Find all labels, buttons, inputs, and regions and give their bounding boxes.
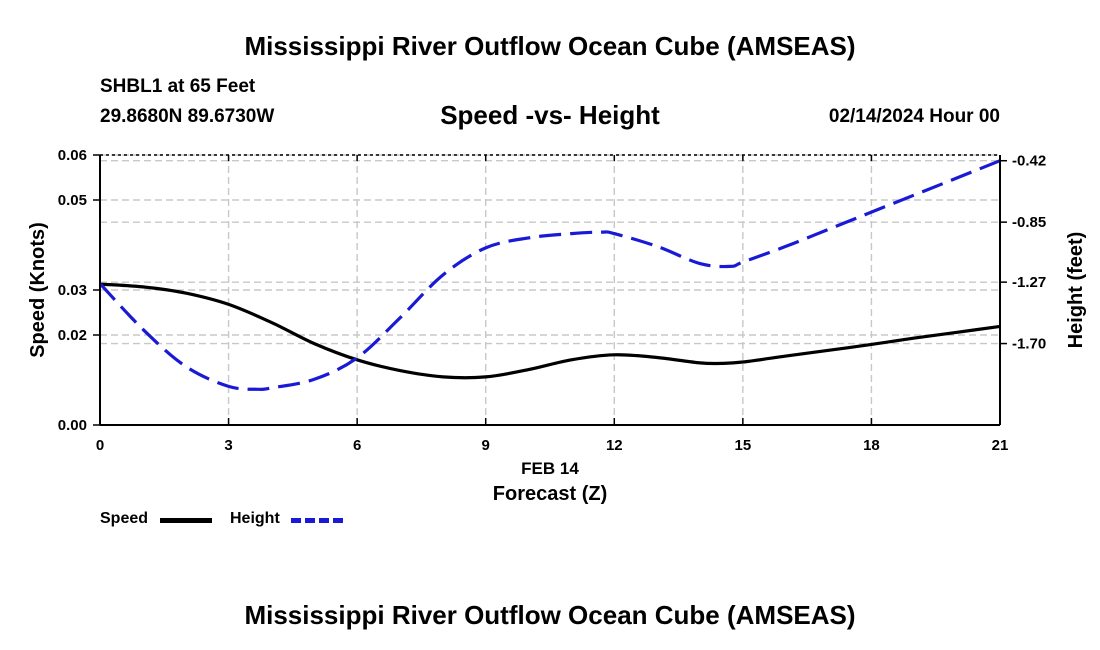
- grid-layer: [100, 154, 1000, 425]
- station-label: SHBL1 at 65 Feet: [100, 76, 256, 97]
- footer-title: Mississippi River Outflow Ocean Cube (AM…: [244, 600, 856, 630]
- y-right-tick-label: -0.85: [1012, 214, 1046, 231]
- y-left-tick-label: 0.00: [58, 417, 87, 434]
- y-left-tick-label: 0.02: [58, 327, 87, 344]
- main-title: Mississippi River Outflow Ocean Cube (AM…: [244, 31, 856, 61]
- y-left-axis-title: Speed (Knots): [27, 222, 49, 358]
- speed-series-line: [99, 282, 1001, 380]
- x-tick-label: 21: [992, 437, 1009, 454]
- x-tick-label: 12: [606, 437, 623, 454]
- y-right-tick-label: -0.42: [1012, 153, 1046, 170]
- coordinates-label: 29.8680N 89.6730W: [100, 106, 275, 127]
- y-left-tick-label: 0.06: [58, 147, 87, 164]
- x-tick-label: 3: [224, 437, 232, 454]
- legend-height-swatch: [291, 518, 343, 523]
- series-layer: [98, 159, 1001, 391]
- legend-speed-label: Speed: [100, 510, 149, 527]
- height-series-line: [98, 159, 1001, 391]
- x-tick-label: 9: [482, 437, 490, 454]
- y-right-tick-label: -1.70: [1012, 336, 1046, 353]
- label-layer: 0 3 6 9 12 15 18 21 0.00 0.02 0.03 0.05 0.06 -0.42 -0.…: [27, 147, 1087, 505]
- y-left-tick-label: 0.05: [58, 192, 87, 209]
- x-tick-label: 18: [863, 437, 880, 454]
- y-right-tick-label: -1.27: [1012, 274, 1046, 291]
- x-axis-title: Forecast (Z): [493, 483, 607, 505]
- x-tick-label: 0: [96, 437, 104, 454]
- axis-layer: [93, 154, 1007, 426]
- x-tick-label: 6: [353, 437, 361, 454]
- legend-height-label: Height: [230, 510, 280, 527]
- chart-title: Speed -vs- Height: [440, 100, 660, 130]
- y-left-tick-label: 0.03: [58, 282, 87, 299]
- x-tick-label: 15: [735, 437, 752, 454]
- legend-speed-swatch: [160, 518, 212, 523]
- forecast-datetime: 02/14/2024 Hour 00: [828, 106, 1000, 127]
- y-right-axis-title: Height (feet): [1065, 232, 1087, 349]
- x-axis-date-label: FEB 14: [521, 459, 579, 478]
